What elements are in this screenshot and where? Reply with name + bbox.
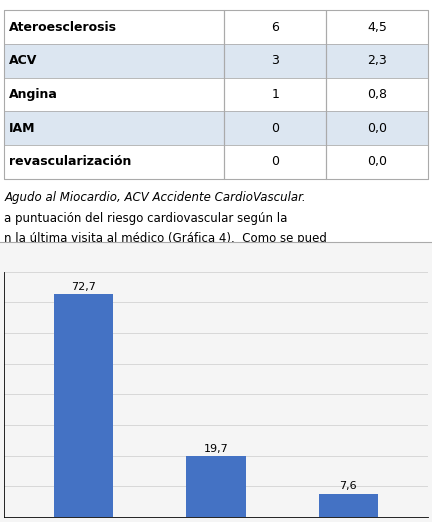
Text: n la última visita al médico (Gráfica 4).  Como se pued: n la última visita al médico (Gráfica 4)…: [4, 232, 327, 245]
FancyBboxPatch shape: [225, 10, 326, 44]
Text: 0,0: 0,0: [367, 122, 387, 135]
FancyBboxPatch shape: [4, 78, 225, 111]
FancyBboxPatch shape: [326, 145, 428, 179]
Text: 7,6: 7,6: [340, 481, 357, 491]
Text: 3: 3: [271, 54, 279, 67]
Bar: [186, 456, 246, 517]
Text: población tiene un riesgo menor al 10%.: población tiene un riesgo menor al 10%.: [4, 253, 244, 266]
Text: 0: 0: [271, 155, 279, 168]
Text: 0,0: 0,0: [367, 155, 387, 168]
Text: revascularización: revascularización: [9, 155, 131, 168]
Text: 72,7: 72,7: [71, 282, 96, 292]
Text: 6: 6: [271, 21, 279, 34]
FancyBboxPatch shape: [225, 78, 326, 111]
Text: 4,5: 4,5: [367, 21, 387, 34]
FancyBboxPatch shape: [225, 44, 326, 78]
FancyBboxPatch shape: [326, 10, 428, 44]
Text: ACV: ACV: [9, 54, 37, 67]
FancyBboxPatch shape: [326, 78, 428, 111]
FancyBboxPatch shape: [0, 242, 432, 522]
FancyBboxPatch shape: [326, 44, 428, 78]
Text: IAM: IAM: [9, 122, 35, 135]
FancyBboxPatch shape: [225, 145, 326, 179]
FancyBboxPatch shape: [4, 145, 225, 179]
Text: 0,8: 0,8: [367, 88, 387, 101]
Text: 19,7: 19,7: [203, 444, 229, 454]
Text: Ateroesclerosis: Ateroesclerosis: [9, 21, 117, 34]
FancyBboxPatch shape: [225, 111, 326, 145]
Bar: [318, 493, 378, 517]
Text: Agudo al Miocardio, ACV Accidente CardioVascular.: Agudo al Miocardio, ACV Accidente Cardio…: [4, 191, 306, 204]
Text: 0: 0: [271, 122, 279, 135]
Text: a puntuación del riesgo cardiovascular según la: a puntuación del riesgo cardiovascular s…: [4, 211, 288, 224]
FancyBboxPatch shape: [4, 111, 225, 145]
FancyBboxPatch shape: [4, 44, 225, 78]
FancyBboxPatch shape: [4, 10, 225, 44]
Bar: [54, 294, 114, 517]
Text: 2,3: 2,3: [367, 54, 387, 67]
Text: Angina: Angina: [9, 88, 57, 101]
Text: 1: 1: [271, 88, 279, 101]
FancyBboxPatch shape: [326, 111, 428, 145]
